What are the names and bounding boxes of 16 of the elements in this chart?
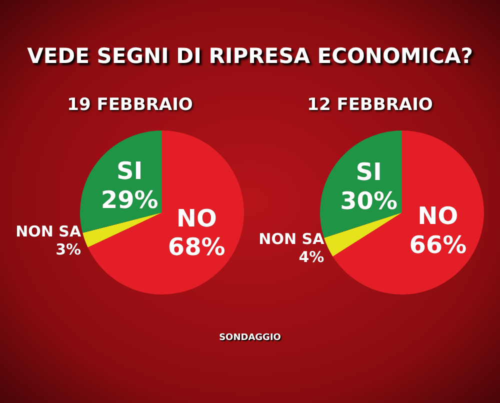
- text: SONDAGGIO: [218, 333, 282, 343]
- data-label: 66%: [409, 230, 467, 259]
- slice-label: NO: [418, 202, 458, 230]
- slice-label: NON SA: [16, 222, 82, 241]
- chart-title: VEDE SEGNI DI RIPRESA ECONOMICA?: [26, 44, 474, 68]
- chart-subtitle: 12 FEBBRAIO: [306, 95, 434, 115]
- chart-subtitle: 19 FEBBRAIO: [66, 95, 194, 115]
- data-label: 30%: [340, 187, 398, 216]
- slice-label: NO: [176, 204, 217, 232]
- data-label: 3%: [56, 240, 82, 259]
- data-label: 68%: [168, 233, 226, 262]
- data-label: 29%: [100, 186, 158, 214]
- slice-label: SI: [116, 157, 143, 186]
- slice-label: NON SA: [258, 230, 325, 248]
- data-label: 4%: [298, 248, 324, 266]
- slice-label: SI: [356, 158, 382, 186]
